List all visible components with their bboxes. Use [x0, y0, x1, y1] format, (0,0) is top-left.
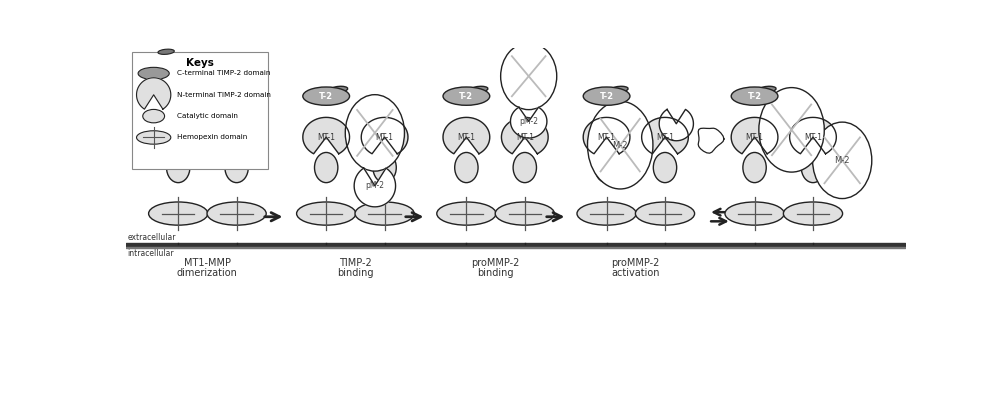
Ellipse shape	[454, 152, 478, 183]
Polygon shape	[137, 78, 171, 109]
Ellipse shape	[514, 152, 537, 183]
Polygon shape	[354, 168, 396, 207]
Ellipse shape	[611, 86, 628, 92]
Circle shape	[495, 202, 555, 225]
Circle shape	[583, 87, 630, 105]
Text: MT-1: MT-1	[227, 133, 245, 142]
Circle shape	[443, 87, 489, 105]
Text: intracellular: intracellular	[128, 249, 174, 258]
Text: M-2: M-2	[612, 141, 628, 150]
Ellipse shape	[167, 152, 190, 183]
Polygon shape	[583, 117, 630, 154]
Polygon shape	[155, 117, 202, 154]
Text: T-2: T-2	[748, 91, 762, 101]
Text: T-2: T-2	[320, 91, 334, 101]
Ellipse shape	[158, 49, 174, 54]
Text: MT-1: MT-1	[169, 133, 187, 142]
Circle shape	[149, 202, 208, 225]
Text: MT-1: MT-1	[804, 133, 822, 142]
Ellipse shape	[143, 109, 165, 123]
Text: extracellular: extracellular	[128, 233, 176, 242]
Ellipse shape	[653, 152, 676, 183]
Circle shape	[296, 202, 356, 225]
Circle shape	[137, 131, 171, 144]
Ellipse shape	[346, 95, 404, 171]
Ellipse shape	[373, 152, 396, 183]
Text: Keys: Keys	[186, 58, 214, 68]
Polygon shape	[443, 117, 489, 154]
Text: MT-1: MT-1	[318, 133, 336, 142]
Text: M-2: M-2	[834, 156, 850, 165]
Text: MT-1: MT-1	[516, 133, 534, 142]
Ellipse shape	[588, 101, 653, 189]
Circle shape	[577, 202, 636, 225]
Text: binding: binding	[477, 268, 514, 278]
Polygon shape	[361, 117, 408, 154]
Ellipse shape	[743, 152, 766, 183]
Ellipse shape	[759, 88, 824, 172]
Text: TIMP-2: TIMP-2	[339, 257, 372, 268]
Circle shape	[437, 202, 496, 225]
Text: MT-1: MT-1	[598, 133, 616, 142]
Ellipse shape	[759, 86, 776, 92]
Text: C-terminal TIMP-2 domain: C-terminal TIMP-2 domain	[177, 70, 270, 76]
Ellipse shape	[315, 152, 338, 183]
Text: MT-1: MT-1	[376, 133, 394, 142]
Text: MT1-MMP: MT1-MMP	[184, 257, 231, 268]
Ellipse shape	[813, 122, 871, 198]
Ellipse shape	[801, 152, 825, 183]
Circle shape	[732, 87, 778, 105]
Polygon shape	[213, 117, 260, 154]
Circle shape	[138, 67, 169, 80]
Text: binding: binding	[337, 268, 374, 278]
Text: proMMP-2: proMMP-2	[612, 257, 660, 268]
Polygon shape	[511, 107, 547, 138]
Polygon shape	[732, 117, 778, 154]
Ellipse shape	[470, 86, 487, 92]
Text: Catalytic domain: Catalytic domain	[177, 113, 238, 119]
Text: Hemopexin domain: Hemopexin domain	[177, 135, 247, 141]
Bar	[132, 52, 268, 169]
Circle shape	[725, 202, 784, 225]
Text: MT-1: MT-1	[746, 133, 764, 142]
Circle shape	[783, 202, 842, 225]
Ellipse shape	[331, 86, 348, 92]
Text: proMMP-2: proMMP-2	[471, 257, 520, 268]
Circle shape	[303, 87, 350, 105]
Polygon shape	[303, 117, 350, 154]
Ellipse shape	[500, 43, 557, 110]
Circle shape	[635, 202, 694, 225]
Text: T-2: T-2	[600, 91, 614, 101]
Text: N-terminal TIMP-2 domain: N-terminal TIMP-2 domain	[177, 92, 271, 98]
Polygon shape	[698, 128, 724, 153]
Text: MT-1: MT-1	[457, 133, 475, 142]
Text: T-2: T-2	[459, 91, 473, 101]
Text: pM-2: pM-2	[366, 181, 384, 190]
Text: pM-2: pM-2	[520, 117, 539, 126]
Polygon shape	[659, 109, 693, 141]
Circle shape	[207, 202, 266, 225]
Polygon shape	[501, 117, 548, 154]
Circle shape	[355, 202, 414, 225]
Ellipse shape	[225, 152, 248, 183]
Polygon shape	[641, 117, 688, 154]
Text: MT-1: MT-1	[656, 133, 674, 142]
Polygon shape	[790, 117, 836, 154]
Ellipse shape	[595, 152, 618, 183]
Text: dimerization: dimerization	[177, 268, 238, 278]
Text: activation: activation	[611, 268, 660, 278]
